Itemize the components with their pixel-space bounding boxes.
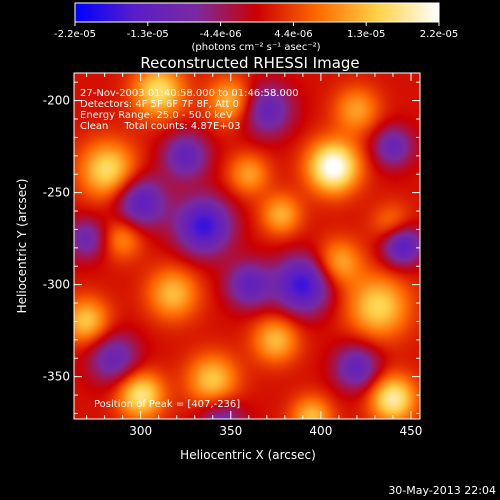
colorbar-tick-label: 2.2e-05 bbox=[420, 29, 458, 40]
x-tick-label: 350 bbox=[219, 424, 242, 438]
colorbar-unit-label: (photons cm⁻² s⁻¹ asec⁻²) bbox=[191, 42, 320, 53]
x-tick-label: 450 bbox=[400, 424, 423, 438]
y-tick-label: -200 bbox=[43, 94, 70, 108]
annotation-detectors: Detectors: 4F 5F 6F 7F 8F, Att 0 bbox=[80, 99, 239, 110]
x-axis-label: Heliocentric X (arcsec) bbox=[180, 448, 316, 462]
axis-ticks: 300 350 400 450 -200 -250 -300 -350 bbox=[43, 73, 423, 438]
chart-title: Reconstructed RHESSI Image bbox=[140, 54, 359, 72]
footer-timestamp: 30-May-2013 22:04 bbox=[388, 484, 496, 497]
x-tick-label: 400 bbox=[309, 424, 332, 438]
plot-frame bbox=[73, 72, 421, 420]
y-axis-label: Heliocentric Y (arcsec) bbox=[15, 179, 29, 314]
heatmap-image bbox=[74, 73, 420, 419]
colorbar-tick-label: 4.4e-06 bbox=[274, 29, 312, 40]
colorbar-tick-label: -2.2e-05 bbox=[54, 29, 96, 40]
colorbar-tick-label: -1.3e-05 bbox=[127, 29, 169, 40]
annotation-peak-position: Position of Peak = [407,-236] bbox=[94, 399, 240, 410]
colorbar-ticks: -2.2e-05 -1.3e-05 -4.4e-06 4.4e-06 1.3e-05 2.… bbox=[54, 22, 458, 40]
y-tick-label: -350 bbox=[43, 370, 70, 384]
colorbar-tick-label: -4.4e-06 bbox=[200, 29, 242, 40]
annotation-time-range: 27-Nov-2003 01:40:58.000 to 01:46:58.000 bbox=[80, 88, 299, 99]
colorbar bbox=[74, 2, 440, 23]
annotation-total-counts: Clean Total counts: 4.87E+03 bbox=[80, 121, 240, 132]
x-tick-label: 300 bbox=[129, 424, 152, 438]
y-tick-label: -250 bbox=[43, 186, 70, 200]
annotation-energy-range: Energy Range: 25.0 - 50.0 keV bbox=[80, 110, 233, 121]
colorbar-tick-label: 1.3e-05 bbox=[347, 29, 385, 40]
y-tick-label: -300 bbox=[43, 278, 70, 292]
